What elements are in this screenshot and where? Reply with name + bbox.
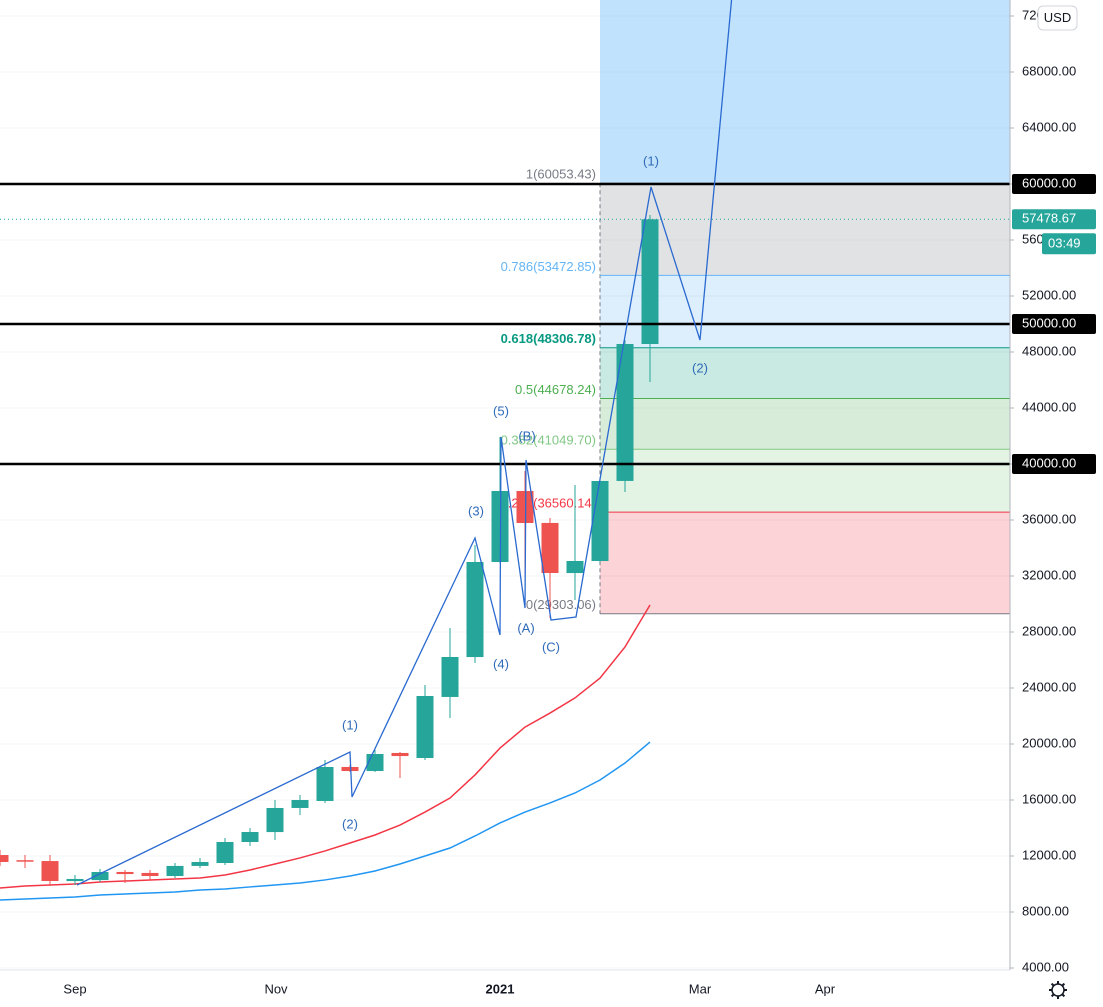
y-tick-label: 52000.00	[1022, 287, 1076, 302]
fib-label: 0.618(48306.78)	[501, 331, 596, 346]
settings-button[interactable]	[1049, 981, 1067, 999]
y-tick-label: 16000.00	[1022, 791, 1076, 806]
price-label: 60000.00	[1022, 175, 1076, 190]
candle-body	[566, 561, 584, 574]
fib-zone	[600, 512, 1010, 614]
wave-label: (5)	[493, 403, 509, 418]
y-tick-label: 28000.00	[1022, 623, 1076, 638]
candle-body	[241, 832, 259, 842]
currency-button[interactable]	[1037, 5, 1078, 31]
fib-label: 1(60053.43)	[526, 167, 596, 182]
candle-body	[341, 766, 359, 772]
candle-body	[541, 522, 559, 574]
wave-label: (B)	[518, 428, 535, 443]
candle-body	[391, 752, 409, 757]
fib-label: 0.786(53472.85)	[501, 259, 596, 274]
candle-body	[416, 695, 434, 758]
gear-ring	[1051, 983, 1065, 997]
gear-tooth	[1061, 982, 1066, 987]
wave-label: (1)	[342, 717, 358, 732]
candle-body	[166, 865, 184, 877]
price-label: 50000.00	[1022, 315, 1076, 330]
countdown-label: 03:49	[1048, 236, 1081, 251]
fib-label: 0.5(44678.24)	[515, 382, 596, 397]
currency-label[interactable]: USD	[1044, 10, 1071, 25]
candle-body	[191, 862, 209, 866]
target-zone	[600, 0, 1010, 184]
wave-label: (A)	[517, 620, 534, 635]
fib-zone	[600, 183, 1010, 276]
y-tick-label: 12000.00	[1022, 847, 1076, 862]
candle-body	[66, 878, 84, 882]
candle-body	[641, 219, 659, 345]
candle-body	[616, 344, 634, 481]
y-tick-label: 36000.00	[1022, 511, 1076, 526]
y-tick-label: 68000.00	[1022, 63, 1076, 78]
y-tick-label: 48000.00	[1022, 343, 1076, 358]
price-axis: 4000.00 8000.00 12000.00 16000.00 20000.00 24…	[1010, 7, 1096, 974]
wave-label: (C)	[542, 639, 560, 654]
wave-label: (3)	[468, 503, 484, 518]
x-tick-label: Apr	[815, 981, 836, 996]
price-label-box	[1012, 174, 1096, 195]
moving-average	[0, 741, 651, 901]
candle-body	[0, 855, 9, 863]
wave-label: (4)	[493, 656, 509, 671]
fib-label: 0.382(41049.70)	[501, 433, 596, 448]
gear-tooth	[1061, 993, 1066, 998]
candle-body	[116, 871, 134, 875]
candle-body	[266, 807, 284, 833]
candle-body	[91, 872, 109, 881]
candle-body	[41, 861, 59, 882]
candle-body	[591, 480, 609, 562]
y-tick-label: 32000.00	[1022, 567, 1076, 582]
candle-body	[216, 842, 234, 863]
x-tick-label: Sep	[63, 981, 86, 996]
gear-tooth	[1050, 993, 1055, 998]
wave-label: (2)	[342, 816, 358, 831]
y-tick-label: 64000.00	[1022, 119, 1076, 134]
candle-body	[516, 491, 534, 523]
price-label: 40000.00	[1022, 455, 1076, 470]
x-tick-label: Mar	[689, 981, 712, 996]
last-price-box	[1012, 209, 1096, 230]
wave-label: (2)	[692, 360, 708, 375]
y-tick-label: 20000.00	[1022, 735, 1076, 750]
fib-zone	[600, 347, 1010, 399]
y-tick-label: 44000.00	[1022, 399, 1076, 414]
fib-label: 0.236(36560.14)	[501, 496, 596, 511]
moving-average	[0, 604, 651, 889]
y-tick-label: 24000.00	[1022, 679, 1076, 694]
candle-body	[141, 872, 159, 877]
wave-line	[76, 0, 733, 886]
candle-body	[441, 657, 459, 697]
x-tick-label: Nov	[264, 981, 288, 996]
price-label-box	[1012, 454, 1096, 474]
fib-zone	[600, 449, 1010, 513]
candle-body	[291, 800, 309, 808]
price-label-box	[1012, 314, 1096, 334]
gear-tooth	[1050, 982, 1055, 987]
candle-body	[466, 562, 484, 658]
x-tick-label: 2021	[486, 981, 515, 996]
wave-label: (1)	[643, 153, 659, 168]
last-price-label: 57478.67	[1022, 211, 1076, 226]
candle-body	[316, 767, 334, 801]
fib-zone	[600, 275, 1010, 348]
plot-area: 1(60053.43) 0.786(53472.85) 0.618(48306.78…	[0, 0, 1010, 969]
fib-label: 0(29303.06)	[526, 597, 596, 612]
y-tick-label: 4000.00	[1022, 959, 1069, 974]
fib-zone	[600, 398, 1010, 450]
y-tick-label: 8000.00	[1022, 903, 1069, 918]
candle-body	[16, 860, 34, 862]
countdown-box	[1042, 233, 1096, 255]
